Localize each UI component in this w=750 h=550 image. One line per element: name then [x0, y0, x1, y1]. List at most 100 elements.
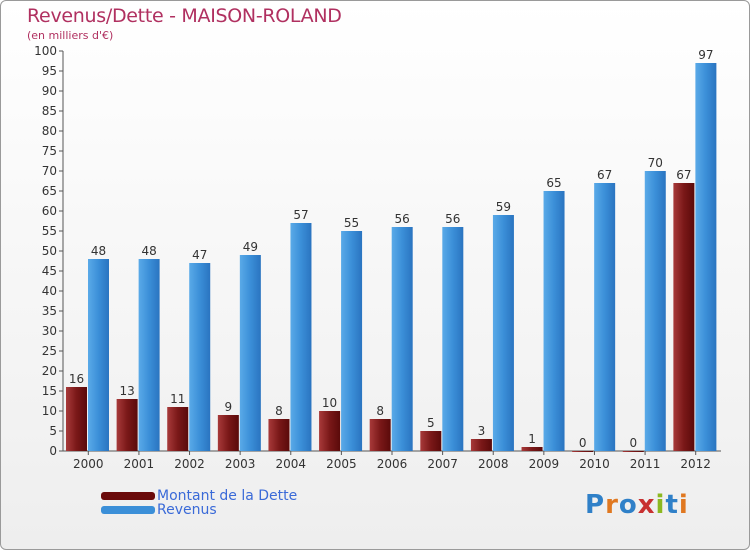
x-tick-label: 2008	[478, 457, 509, 471]
y-tick-label: 35	[42, 304, 57, 318]
bar-revenus	[594, 183, 616, 451]
y-tick-label: 10	[42, 404, 57, 418]
y-tick-label: 15	[42, 384, 57, 398]
bar-dette	[673, 183, 695, 451]
x-tick-label: 2011	[630, 457, 661, 471]
bar-dette	[319, 411, 341, 451]
y-tick-label: 95	[42, 64, 57, 78]
x-tick-label: 2002	[174, 457, 205, 471]
x-tick-label: 2012	[680, 457, 711, 471]
data-label-dette: 9	[225, 400, 233, 414]
bar-revenus	[290, 223, 312, 451]
data-label-revenus: 97	[698, 48, 713, 62]
bar-revenus	[239, 255, 261, 451]
bar-revenus	[543, 191, 565, 451]
legend-item-revenus: Revenus	[101, 502, 217, 518]
bar-revenus	[341, 231, 363, 451]
bar-dette	[420, 431, 442, 451]
x-tick-label: 2009	[529, 457, 560, 471]
chart-title: Revenus/Dette - MAISON-ROLAND	[27, 5, 342, 27]
bar-dette	[116, 399, 138, 451]
x-tick-label: 2007	[427, 457, 458, 471]
data-label-dette: 5	[427, 416, 435, 430]
y-tick-label: 65	[42, 184, 57, 198]
data-label-revenus: 56	[395, 212, 410, 226]
data-label-revenus: 47	[192, 248, 207, 262]
data-label-revenus: 48	[141, 244, 156, 258]
y-tick-label: 70	[42, 164, 57, 178]
proxiti-logo: Proxiti	[585, 490, 689, 520]
bar-revenus	[189, 263, 211, 451]
y-tick-label: 5	[49, 424, 57, 438]
y-tick-label: 55	[42, 224, 57, 238]
data-label-revenus: 67	[597, 168, 612, 182]
bar-revenus	[492, 215, 514, 451]
bar-dette	[470, 439, 492, 451]
data-label-revenus: 70	[648, 156, 663, 170]
y-tick-label: 45	[42, 264, 57, 278]
logo-letter: i	[655, 490, 666, 520]
x-tick-label: 2001	[124, 457, 155, 471]
data-label-revenus: 55	[344, 216, 359, 230]
data-label-dette: 67	[676, 168, 691, 182]
data-label-dette: 0	[579, 436, 587, 450]
data-label-dette: 16	[69, 372, 84, 386]
x-tick-label: 2005	[326, 457, 357, 471]
x-tick-label: 2000	[73, 457, 104, 471]
bar-revenus	[644, 171, 666, 451]
logo-letter: r	[605, 490, 619, 520]
bar-revenus	[88, 259, 109, 451]
data-label-revenus: 49	[243, 240, 258, 254]
data-label-dette: 13	[119, 384, 134, 398]
data-label-dette: 11	[170, 392, 185, 406]
data-label-revenus: 48	[91, 244, 106, 258]
legend-label-revenus: Revenus	[157, 502, 217, 518]
data-label-revenus: 59	[496, 200, 511, 214]
legend-swatch-revenus	[101, 506, 155, 514]
y-tick-label: 85	[42, 104, 57, 118]
chart-subtitle: (en milliers d'€)	[27, 29, 114, 42]
bar-revenus	[138, 259, 160, 451]
bar-dette	[268, 419, 290, 451]
x-tick-label: 2004	[275, 457, 306, 471]
bar-dette	[369, 419, 391, 451]
y-tick-label: 40	[42, 284, 57, 298]
x-tick-label: 2006	[377, 457, 408, 471]
legend-label-dette: Montant de la Dette	[157, 488, 298, 504]
bar-dette	[622, 451, 644, 452]
y-tick-label: 0	[49, 444, 57, 458]
logo-letter: t	[665, 490, 679, 520]
data-label-revenus: 65	[546, 176, 561, 190]
logo-letter: x	[637, 490, 656, 520]
logo-letter: P	[585, 490, 606, 520]
data-label-dette: 1	[528, 432, 536, 446]
legend-item-dette: Montant de la Dette	[101, 488, 297, 504]
bar-dette	[521, 447, 543, 451]
y-tick-label: 75	[42, 144, 57, 158]
bar-dette	[66, 387, 87, 451]
x-tick-label: 2003	[225, 457, 256, 471]
y-tick-label: 100	[34, 44, 57, 58]
data-label-revenus: 56	[445, 212, 460, 226]
data-label-revenus: 57	[293, 208, 308, 222]
y-tick-label: 50	[42, 244, 57, 258]
bar-revenus	[442, 227, 464, 451]
y-tick-label: 90	[42, 84, 57, 98]
data-label-dette: 8	[376, 404, 384, 418]
legend-swatch-dette	[101, 492, 155, 500]
bar-dette	[572, 451, 594, 452]
logo-letter: i	[678, 490, 689, 520]
bar-revenus	[695, 63, 717, 451]
y-tick-label: 80	[42, 124, 57, 138]
y-tick-label: 20	[42, 364, 57, 378]
data-label-dette: 3	[478, 424, 486, 438]
bar-revenus	[391, 227, 413, 451]
y-tick-label: 25	[42, 344, 57, 358]
data-label-dette: 8	[275, 404, 283, 418]
data-label-dette: 0	[629, 436, 637, 450]
logo-letter: o	[618, 490, 638, 520]
x-tick-label: 2010	[579, 457, 610, 471]
y-tick-label: 60	[42, 204, 57, 218]
